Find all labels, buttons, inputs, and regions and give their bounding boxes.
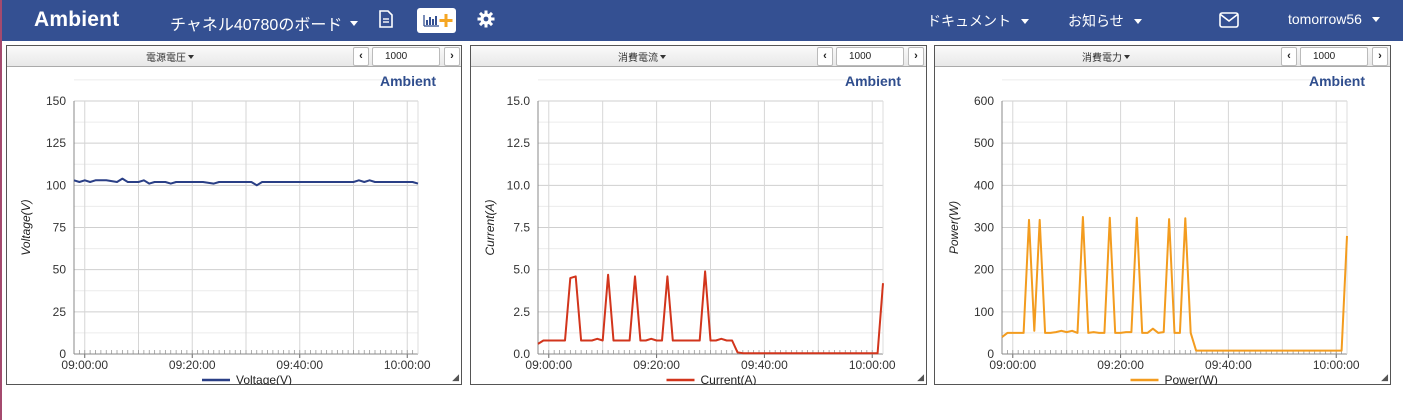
chevron-down-icon: [1021, 18, 1029, 24]
y-tick-label: 500: [974, 136, 994, 150]
resize-handle-icon[interactable]: ◢: [917, 372, 924, 382]
y-tick-label: 12.5: [507, 136, 531, 150]
y-tick-label: 25: [53, 305, 67, 319]
y-tick-label: 0.0: [513, 347, 530, 361]
x-tick-label: 10:00:00: [849, 358, 896, 372]
x-tick-label: 09:20:00: [169, 358, 216, 372]
point-count-input[interactable]: 1000: [836, 47, 904, 66]
panel-header: 電源電圧 ‹ 1000 ›: [7, 46, 461, 67]
current-chart: 0.0 2.5 5.0 7.5 10.0 12.5 15.0 09:00:00 09:20:00…: [483, 73, 901, 385]
y-tick-label: 75: [53, 221, 67, 235]
chevron-down-icon: [350, 20, 359, 26]
legend-label: Power(W): [1165, 373, 1218, 385]
document-icon[interactable]: [379, 10, 393, 33]
series-line: [73, 177, 419, 187]
resize-handle-icon[interactable]: ◢: [1381, 372, 1388, 382]
y-tick-label: 2.5: [513, 305, 530, 319]
power-chart: 0 100 200 300 400 500 600 09:00:00 09:20:00 09:40…: [947, 73, 1365, 385]
y-tick-label: 600: [974, 94, 994, 108]
news-menu-label: お知らせ: [1068, 13, 1124, 29]
chart-panel-current: 消費電流 ‹ 1000 › 0.0 2.5 5.0 7.5 10.0 12.5 15.0 09…: [470, 45, 927, 385]
chart-area: 0 25 50 75 100 125 150 09:00:00 09:20:00 09:40:00…: [8, 68, 460, 385]
y-tick-label: 100: [974, 305, 994, 319]
brand-logo[interactable]: Ambient: [34, 8, 120, 31]
y-tick-label: 15.0: [507, 94, 531, 108]
add-chart-button[interactable]: [417, 8, 456, 33]
x-tick-label: 09:20:00: [633, 358, 680, 372]
y-tick-label: 0: [59, 347, 66, 361]
y-tick-label: 100: [46, 178, 66, 192]
gear-icon[interactable]: [477, 10, 495, 33]
x-tick-label: 10:00:00: [1313, 358, 1360, 372]
prev-button[interactable]: ‹: [1281, 47, 1297, 66]
chevron-down-icon: [1133, 18, 1142, 24]
legend-label: Voltage(V): [236, 373, 292, 385]
x-tick-label: 09:00:00: [989, 358, 1036, 372]
ambient-watermark: Ambient: [380, 73, 436, 89]
x-tick-label: 09:40:00: [741, 358, 788, 372]
top-navbar: Ambient チャネル40780のボード: [2, 0, 1403, 41]
series-line: [537, 270, 884, 355]
news-menu[interactable]: お知らせ: [1068, 11, 1142, 31]
point-count-input[interactable]: 1000: [372, 47, 440, 66]
next-button[interactable]: ›: [1372, 47, 1388, 66]
chevron-down-icon: [1124, 54, 1130, 59]
panel-title-dropdown[interactable]: 電源電圧: [146, 49, 194, 64]
ambient-watermark: Ambient: [1309, 73, 1365, 89]
next-button[interactable]: ›: [908, 47, 924, 66]
panel-title: 電源電圧: [146, 53, 186, 64]
chevron-down-icon: [660, 54, 666, 59]
mail-icon[interactable]: [1219, 12, 1239, 33]
panel-title: 消費電力: [1082, 53, 1122, 64]
chart-panel-power: 消費電力 ‹ 1000 › 0 100 200 300 400 500 600 09:00:0…: [934, 45, 1391, 385]
y-tick-label: 150: [46, 94, 66, 108]
chart-panel-voltage: 電源電圧 ‹ 1000 › 0 25 50 75 100 125 150 09:00:00 09…: [6, 45, 462, 385]
y-tick-label: 125: [46, 136, 66, 150]
y-tick-label: 5.0: [513, 263, 530, 277]
add-chart-icon: [423, 14, 453, 27]
x-tick-label: 09:40:00: [276, 358, 323, 372]
legend-label: Current(A): [701, 373, 757, 385]
prev-button[interactable]: ‹: [817, 47, 833, 66]
y-tick-label: 200: [974, 263, 994, 277]
y-axis-label: Current(A): [483, 199, 497, 255]
docs-menu[interactable]: ドキュメント: [927, 11, 1029, 31]
y-tick-label: 7.5: [513, 221, 530, 235]
y-axis-label: Power(W): [947, 201, 961, 254]
panel-title: 消費電流: [618, 53, 658, 64]
y-tick-label: 400: [974, 178, 994, 192]
point-count-input[interactable]: 1000: [1300, 47, 1368, 66]
resize-handle-icon[interactable]: ◢: [452, 372, 459, 382]
next-button[interactable]: ›: [444, 47, 460, 66]
chevron-down-icon: [1371, 16, 1380, 22]
y-tick-label: 10.0: [507, 178, 531, 192]
panel-title-dropdown[interactable]: 消費電力: [1082, 49, 1130, 64]
ambient-watermark: Ambient: [845, 73, 901, 89]
y-axis-label: Voltage(V): [19, 199, 33, 255]
chevron-down-icon: [188, 54, 194, 59]
user-menu[interactable]: tomorrow56: [1288, 11, 1380, 27]
x-tick-label: 10:00:00: [384, 358, 431, 372]
x-tick-label: 09:00:00: [525, 358, 572, 372]
y-tick-label: 50: [53, 263, 67, 277]
y-tick-label: 0: [987, 347, 994, 361]
chart-area: 0 100 200 300 400 500 600 09:00:00 09:20:00 09:40…: [936, 68, 1389, 385]
voltage-chart: 0 25 50 75 100 125 150 09:00:00 09:20:00 09:40:00…: [19, 73, 436, 385]
series-line: [1001, 216, 1348, 352]
prev-button[interactable]: ‹: [353, 47, 369, 66]
username: tomorrow56: [1288, 11, 1362, 27]
docs-menu-label: ドキュメント: [927, 13, 1011, 29]
x-tick-label: 09:20:00: [1097, 358, 1144, 372]
y-tick-label: 300: [974, 221, 994, 235]
board-selector[interactable]: チャネル40780のボード: [170, 11, 359, 35]
board-title: チャネル40780のボード: [170, 17, 343, 34]
chart-area: 0.0 2.5 5.0 7.5 10.0 12.5 15.0 09:00:00 09:20:00…: [472, 68, 925, 385]
panel-header: 消費電流 ‹ 1000 ›: [471, 46, 926, 67]
x-tick-label: 09:40:00: [1205, 358, 1252, 372]
panel-header: 消費電力 ‹ 1000 ›: [935, 46, 1390, 67]
panel-title-dropdown[interactable]: 消費電流: [618, 49, 666, 64]
x-tick-label: 09:00:00: [61, 358, 108, 372]
